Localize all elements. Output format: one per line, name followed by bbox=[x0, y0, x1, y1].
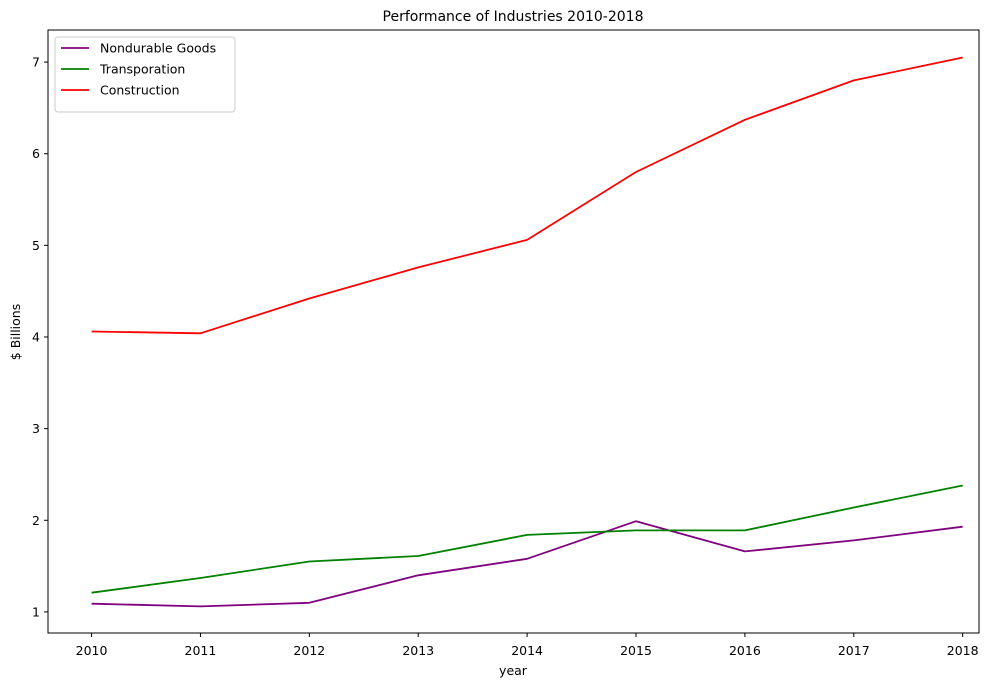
y-tick-label: 5 bbox=[32, 238, 40, 253]
y-tick-label: 6 bbox=[32, 146, 40, 161]
legend-box bbox=[54, 36, 236, 113]
series-line-nondurable-goods bbox=[91, 520, 963, 608]
y-tick-label: 4 bbox=[32, 329, 40, 344]
series-layer bbox=[91, 56, 963, 608]
x-axis-label: year bbox=[499, 663, 528, 678]
series-line-transporation bbox=[91, 484, 963, 594]
x-tick-label: 2016 bbox=[729, 643, 761, 658]
x-tick-label: 2013 bbox=[402, 643, 434, 658]
x-tick-label: 2011 bbox=[185, 643, 217, 658]
y-tick-label: 1 bbox=[32, 604, 40, 619]
x-tick-label: 2015 bbox=[620, 643, 652, 658]
legend: Nondurable Goods Transporation Constructio… bbox=[54, 36, 236, 113]
x-tick-label: 2018 bbox=[947, 643, 979, 658]
y-axis: 1 2 3 4 5 6 7 bbox=[32, 55, 48, 619]
y-axis-label: $ Billions bbox=[8, 304, 23, 360]
legend-label: Transporation bbox=[99, 62, 185, 77]
plot-area bbox=[47, 29, 980, 634]
x-tick-label: 2014 bbox=[511, 643, 543, 658]
x-tick-label: 2017 bbox=[838, 643, 870, 658]
legend-label: Nondurable Goods bbox=[100, 41, 216, 56]
y-tick-label: 2 bbox=[32, 513, 40, 528]
x-axis: 2010 2011 2012 2013 2014 2015 2016 2017 2018 bbox=[76, 633, 979, 658]
x-tick-label: 2012 bbox=[293, 643, 325, 658]
y-tick-label: 7 bbox=[32, 55, 40, 70]
legend-label: Construction bbox=[100, 83, 180, 98]
series-line-construction bbox=[91, 56, 963, 335]
chart-title: Performance of Industries 2010-2018 bbox=[383, 9, 644, 25]
x-tick-label: 2010 bbox=[76, 643, 108, 658]
y-tick-label: 3 bbox=[32, 421, 40, 436]
